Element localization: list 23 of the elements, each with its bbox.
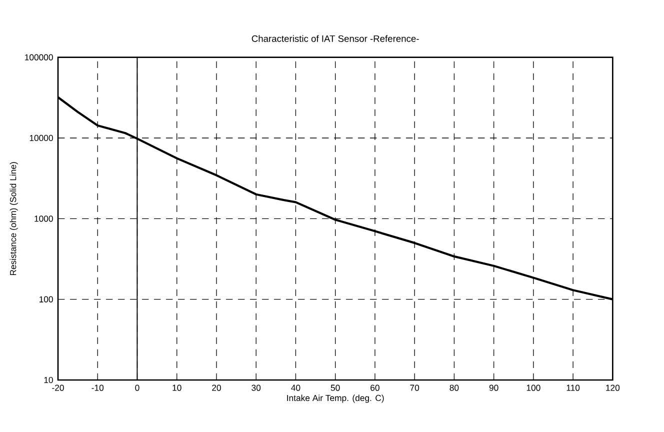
x-tick-label: 40	[291, 384, 300, 391]
x-tick-label: 60	[370, 384, 380, 391]
x-tick-label: 20	[212, 384, 221, 391]
x-tick-label: -10	[92, 384, 104, 391]
x-axis-title: Intake Air Temp. (deg. C)	[287, 394, 384, 403]
x-tick-label: 100	[526, 384, 540, 391]
x-tick-label: -20	[52, 384, 64, 391]
x-tick-label: 120	[606, 384, 620, 391]
x-tick-label: 90	[489, 384, 498, 391]
y-tick-label: 100000	[25, 54, 53, 60]
y-tick-label: 10000	[30, 134, 53, 142]
y-axis-title: Resistance (ohm) (Solid Line)	[10, 162, 18, 276]
x-tick-label: 30	[252, 384, 261, 391]
y-tick-label: 1000	[34, 216, 53, 222]
x-tick-label: 0	[135, 384, 140, 391]
y-tick-label: 100	[40, 296, 53, 302]
y-tick-label: 10	[44, 376, 53, 384]
chart-title: Characteristic of IAT Sensor -Reference-	[252, 35, 419, 42]
x-tick-label: 80	[450, 384, 459, 391]
x-tick-label: 50	[330, 384, 340, 391]
x-tick-label: 10	[172, 384, 182, 391]
x-tick-label: 70	[410, 384, 420, 391]
x-tick-label: 110	[566, 384, 580, 391]
